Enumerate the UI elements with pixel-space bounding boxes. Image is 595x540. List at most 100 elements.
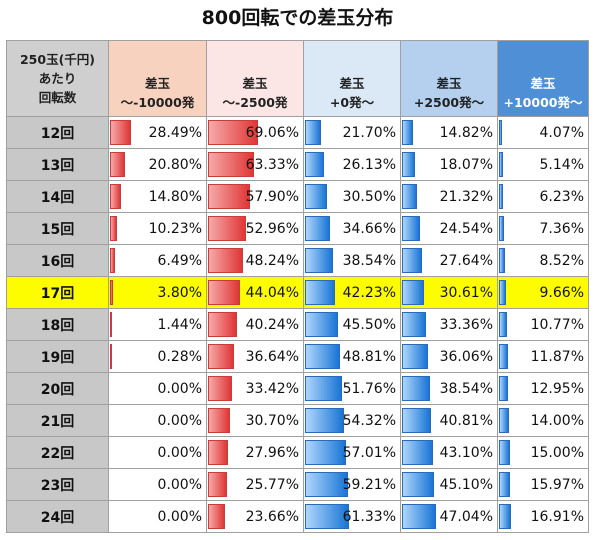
- value-bar: [402, 248, 422, 273]
- value-bar: [208, 408, 231, 433]
- data-cell: 69.06%: [206, 116, 304, 149]
- cell-value: 8.52%: [539, 253, 584, 269]
- value-bar: [208, 152, 254, 177]
- data-cell: 43.10%: [400, 436, 498, 469]
- column-header-line: ～-2500発: [222, 95, 288, 110]
- cell-value: 61.33%: [342, 509, 396, 525]
- cell-value: 0.00%: [157, 413, 202, 429]
- value-bar: [499, 216, 505, 241]
- cell-value: 40.24%: [245, 317, 299, 333]
- cell-value: 48.24%: [245, 253, 299, 269]
- rate-header: 250玉(千円) あたり 回転数: [6, 40, 109, 117]
- row-label: 22回: [6, 436, 109, 469]
- data-cell: 51.76%: [303, 372, 401, 405]
- cell-value: 54.32%: [342, 413, 396, 429]
- value-bar: [305, 120, 321, 145]
- table-row: 23回 0.00% 25.77% 59.21% 45.10% 15.97%: [6, 468, 589, 501]
- cell-value: 26.13%: [342, 157, 396, 173]
- header-row: 250玉(千円) あたり 回転数 差玉 ～-10000発 差玉 ～-2500発 …: [6, 40, 589, 117]
- column-header-line: 差玉: [530, 76, 556, 91]
- data-cell: 14.80%: [108, 180, 207, 213]
- cell-value: 18.07%: [439, 157, 493, 173]
- data-cell: 38.54%: [303, 244, 401, 277]
- value-bar: [402, 216, 420, 241]
- cell-value: 0.00%: [157, 445, 202, 461]
- cell-value: 28.49%: [148, 125, 202, 141]
- cell-value: 9.66%: [539, 285, 584, 301]
- value-bar: [208, 216, 247, 241]
- cell-value: 33.42%: [245, 381, 299, 397]
- cell-value: 21.70%: [342, 125, 396, 141]
- value-bar: [402, 280, 425, 305]
- data-cell: 12.95%: [497, 372, 589, 405]
- cell-value: 10.23%: [148, 221, 202, 237]
- cell-value: 4.07%: [539, 125, 584, 141]
- data-cell: 20.80%: [108, 148, 207, 181]
- cell-value: 51.76%: [342, 381, 396, 397]
- table-row: 13回 20.80% 63.33% 26.13% 18.07% 5.14%: [6, 148, 589, 181]
- cell-value: 7.36%: [539, 221, 584, 237]
- cell-value: 25.77%: [245, 477, 299, 493]
- table-row: 12回 28.49% 69.06% 21.70% 14.82% 4.07%: [6, 116, 589, 149]
- cell-value: 30.61%: [439, 285, 493, 301]
- data-cell: 0.00%: [108, 500, 207, 533]
- value-bar: [305, 152, 324, 177]
- cell-value: 16.91%: [530, 509, 584, 525]
- cell-value: 24.54%: [439, 221, 493, 237]
- data-cell: 6.23%: [497, 180, 589, 213]
- data-cell: 15.97%: [497, 468, 589, 501]
- value-bar: [499, 248, 506, 273]
- value-bar: [402, 312, 427, 337]
- value-bar: [402, 344, 428, 369]
- data-cell: 26.13%: [303, 148, 401, 181]
- data-cell: 15.00%: [497, 436, 589, 469]
- data-cell: 9.66%: [497, 276, 589, 309]
- column-header-line: 差玉: [436, 76, 462, 91]
- row-label: 24回: [6, 500, 109, 533]
- value-bar: [208, 344, 235, 369]
- data-cell: 40.81%: [400, 404, 498, 437]
- data-cell: 0.00%: [108, 404, 207, 437]
- cell-value: 0.00%: [157, 381, 202, 397]
- data-cell: 21.70%: [303, 116, 401, 149]
- value-bar: [305, 408, 345, 433]
- value-bar: [305, 504, 350, 529]
- value-bar: [208, 248, 243, 273]
- table-row: 19回 0.28% 36.64% 48.81% 36.06% 11.87%: [6, 340, 589, 373]
- value-bar: [402, 184, 418, 209]
- data-cell: 45.10%: [400, 468, 498, 501]
- value-bar: [402, 152, 415, 177]
- cell-value: 21.32%: [439, 189, 493, 205]
- column-header-line: +2500発～: [413, 95, 485, 110]
- data-cell: 3.80%: [108, 276, 207, 309]
- cell-value: 6.23%: [539, 189, 584, 205]
- cell-value: 45.50%: [342, 317, 396, 333]
- data-cell: 0.00%: [108, 372, 207, 405]
- cell-value: 12.95%: [530, 381, 584, 397]
- value-bar: [208, 376, 233, 401]
- data-cell: 54.32%: [303, 404, 401, 437]
- column-header-line: +0発～: [329, 95, 375, 110]
- value-bar: [208, 280, 240, 305]
- data-cell: 1.44%: [108, 308, 207, 341]
- value-bar: [499, 376, 509, 401]
- data-cell: 28.49%: [108, 116, 207, 149]
- cell-value: 11.87%: [530, 349, 584, 365]
- cell-value: 47.04%: [439, 509, 493, 525]
- cell-value: 45.10%: [439, 477, 493, 493]
- value-bar: [402, 408, 432, 433]
- cell-value: 27.64%: [439, 253, 493, 269]
- value-bar: [208, 120, 258, 145]
- value-bar: [208, 312, 237, 337]
- data-cell: 30.61%: [400, 276, 498, 309]
- value-bar: [110, 152, 125, 177]
- value-bar: [499, 120, 502, 145]
- table-row: 20回 0.00% 33.42% 51.76% 38.54% 12.95%: [6, 372, 589, 405]
- value-bar: [110, 248, 115, 273]
- cell-value: 14.82%: [439, 125, 493, 141]
- cell-value: 63.33%: [245, 157, 299, 173]
- value-bar: [499, 280, 506, 305]
- table-row: 16回 6.49% 48.24% 38.54% 27.64% 8.52%: [6, 244, 589, 277]
- column-header-line: 差玉: [242, 76, 268, 91]
- column-header-line: ～-10000発: [120, 95, 195, 110]
